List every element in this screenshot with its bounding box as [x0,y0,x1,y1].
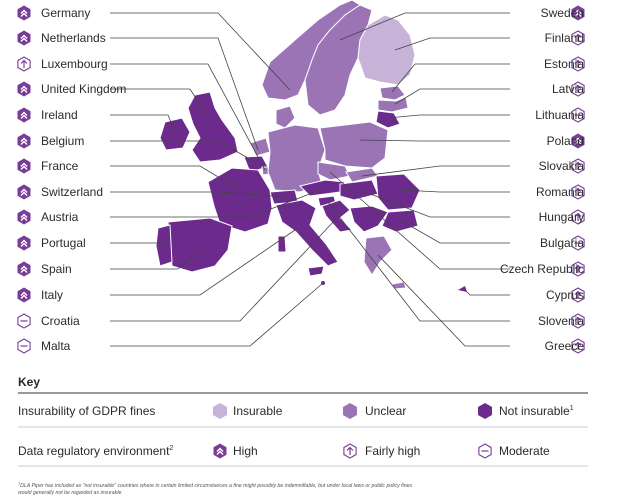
map-finland [357,14,416,86]
country-label: Slovenia [537,314,584,328]
map-lithuania [375,110,401,129]
country-label: Croatia [41,314,80,328]
country-label: Bulgaria [539,236,584,250]
high-icon [16,4,32,22]
high-key-label: High [233,444,258,458]
map-poland [319,121,389,169]
map-portugal [155,224,173,267]
country-label: Poland [546,134,584,148]
regulatory-key-text: Data regulatory environment [18,444,170,458]
country-label: Portugal [41,236,86,250]
insurability-key-label: Insurability of GDPR fines [18,404,155,418]
country-label: France [41,159,79,173]
moderate-key-label: Moderate [499,444,550,458]
map-crete [391,281,407,290]
country-label: United Kingdom [41,82,127,96]
high-icon [16,234,32,252]
footnote-marker: 1 [18,480,21,486]
map-sicily [307,265,325,277]
map-slovakia [345,167,379,183]
country-label: Hungary [538,210,584,224]
regulatory-key-label: Data regulatory environment2 [18,444,173,458]
country-label: Latvia [551,82,584,96]
country-label: Belgium [41,134,85,148]
europe-map [155,0,467,292]
map-france [207,167,273,233]
map-estonia [379,85,406,101]
map-romania [375,173,421,211]
country-label: Spain [41,262,72,276]
fairly-high-icon [17,56,31,72]
map-balkans [349,205,389,233]
country-label: Luxembourg [41,57,108,71]
country-label: Austria [41,210,79,224]
footnote-line-2: would generally not be regarded as insur… [18,489,122,496]
map-bulgaria [381,209,419,233]
moderate-icon [17,338,31,354]
footnote: 1DLA Piper has included as "not insurabl… [18,480,558,496]
high-icon [16,157,32,175]
not-insurable-key-label: Not insurable1 [499,404,574,418]
high-icon [212,442,228,460]
map-cyprus [458,286,467,292]
map-ireland [159,117,191,151]
key-title: Key [18,375,41,389]
map-denmark [275,105,296,129]
country-label: Estonia [543,57,584,71]
high-icon [16,260,32,278]
high-icon [16,106,32,124]
moderate-icon [478,443,492,459]
leader-lines-left [110,12,336,347]
not-insurable-text: Not insurable [499,404,570,418]
high-icon [16,132,32,150]
not-insurable-swatch [478,403,492,419]
insurability-key-text: Insurability of GDPR fines [18,404,156,418]
fairly-high-key-label: Fairly high [365,444,421,458]
moderate-icon [17,313,31,329]
country-label: Malta [41,339,71,353]
insurable-swatch [213,403,227,419]
country-label: Finland [544,31,584,45]
map-czech [317,161,351,181]
country-label: Netherlands [41,31,106,45]
map-uk [187,91,239,163]
left-icons [16,4,32,354]
country-label: Germany [41,6,91,20]
country-label: Cyprus [545,288,584,302]
high-icon [16,208,32,226]
country-label: Czech Republic [499,262,584,276]
map-sardinia [277,235,287,253]
footnote-line-1: DLA Piper has included as "not insurable… [20,483,413,489]
country-label: Ireland [41,108,78,122]
footnote-marker: 1 [569,405,574,412]
high-icon [16,183,32,201]
country-label: Slovakia [538,159,584,173]
high-icon [16,80,32,98]
country-label: Lithuania [535,108,584,122]
country-label: Romania [535,185,584,199]
high-icon [16,286,32,304]
leader-lines-right [327,12,510,347]
country-label: Switzerland [41,185,104,199]
map-croatia [321,199,354,233]
map-italy [275,199,339,267]
country-label: Greece [544,339,584,353]
insurable-key-label: Insurable [233,404,283,418]
country-label: Sweden [540,6,584,20]
map-hungary [339,179,379,201]
high-icon [16,29,32,47]
country-label: Italy [41,288,64,302]
map-spain [167,217,233,273]
unclear-swatch [343,403,357,419]
unclear-key-label: Unclear [365,404,407,418]
fairly-high-icon [343,443,357,459]
footnote-marker: 2 [169,445,174,452]
